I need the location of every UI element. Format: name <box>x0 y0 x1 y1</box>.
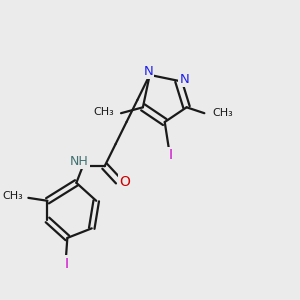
Text: O: O <box>119 176 130 189</box>
Text: CH₃: CH₃ <box>94 107 114 117</box>
Text: NH: NH <box>70 155 89 168</box>
Text: N: N <box>143 65 153 78</box>
Text: N: N <box>179 73 189 86</box>
Text: I: I <box>168 148 172 162</box>
Text: I: I <box>64 256 68 271</box>
Text: CH₃: CH₃ <box>212 108 233 118</box>
Text: CH₃: CH₃ <box>3 191 23 201</box>
